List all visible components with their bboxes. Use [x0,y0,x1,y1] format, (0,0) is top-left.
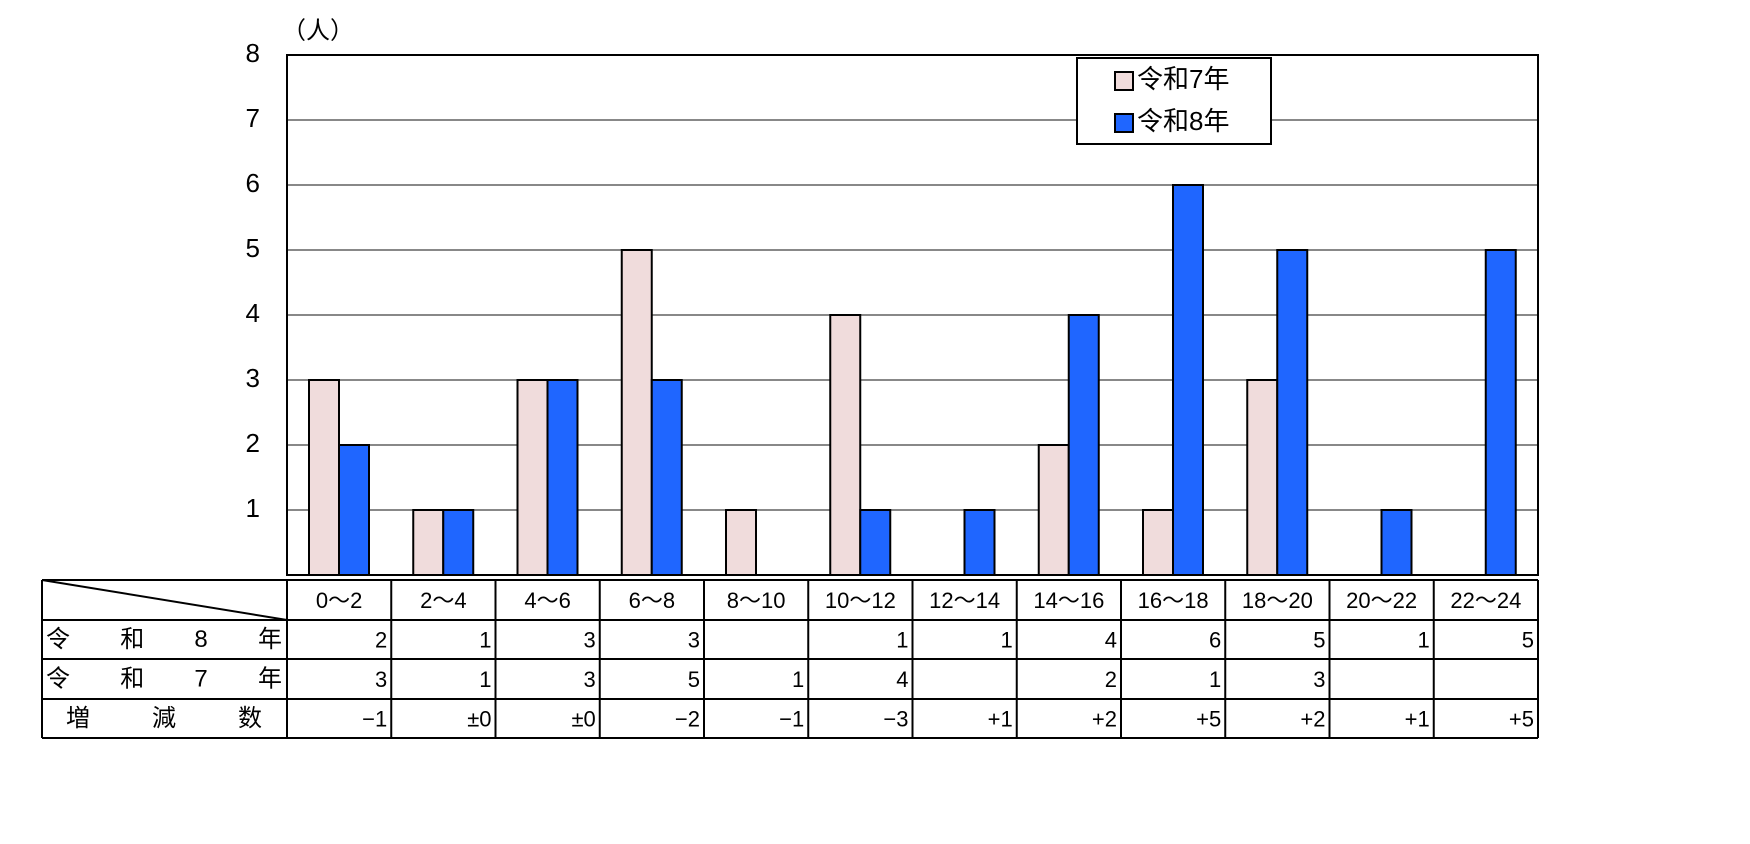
table-value: 3 [1313,667,1325,692]
row-label: 増減数 [66,705,262,732]
table-value: 2 [375,627,387,652]
y-tick-label: 2 [246,428,260,458]
x-tick-label: 22～24 [1450,588,1521,613]
y-tick-label: 7 [246,103,260,133]
table-value: 3 [584,627,596,652]
bar [1172,184,1204,576]
x-tick-label: 18～20 [1242,588,1313,613]
bar [829,314,862,576]
change-label: −3 [883,706,908,731]
bar [1067,314,1100,576]
bar [859,509,892,576]
y-tick-label: 3 [246,363,260,393]
change-label: +2 [1092,706,1117,731]
table-line [41,579,288,621]
table-value: 6 [1209,627,1221,652]
bar [1246,379,1279,576]
table-value: 1 [896,627,908,652]
x-tick-label: 10～12 [825,588,896,613]
table-value: 5 [1522,627,1534,652]
change-label: −1 [779,706,804,731]
legend-label: 令和8年 [1137,106,1229,136]
bar [650,379,683,576]
bar [546,379,579,576]
x-tick-label: 14～16 [1033,588,1104,613]
x-tick-label: 12～14 [929,588,1000,613]
bar [442,509,475,576]
table-value: 1 [479,667,491,692]
change-label: +5 [1509,706,1534,731]
x-tick-label: 0～2 [316,588,362,613]
x-tick-label: 4～6 [524,588,570,613]
bar [963,509,996,576]
x-tick-label: 8～10 [727,588,786,613]
x-tick-label: 6～8 [629,588,675,613]
x-tick-label: 2～4 [420,588,466,613]
bar [725,509,757,576]
table-value: 4 [1105,627,1117,652]
table-value: 1 [479,627,491,652]
change-label: +1 [988,706,1013,731]
bar [1276,249,1309,576]
table-value: 1 [1209,667,1221,692]
bar [1380,509,1413,576]
table-value: 3 [584,667,596,692]
change-label: −2 [675,706,700,731]
bar [620,249,653,576]
bar [1142,509,1174,576]
change-label: −1 [362,706,387,731]
bar [1037,444,1070,576]
bar [338,444,370,576]
bar [516,379,549,576]
y-tick-label: 4 [246,298,260,328]
plot-border [286,54,1539,576]
bar [1484,249,1517,576]
change-label: +2 [1300,706,1325,731]
table-value: 4 [896,667,908,692]
table-value: 5 [1313,627,1325,652]
table-value: 1 [1418,627,1430,652]
change-label: +1 [1405,706,1430,731]
row-label: 令和8年 [46,626,282,653]
table-value: 5 [688,667,700,692]
row-label: 令和7年 [46,665,282,692]
table-value: 2 [1105,667,1117,692]
y-tick-label: 1 [246,493,260,523]
legend-label: 令和7年 [1137,64,1229,94]
y-tick-label: 5 [246,233,260,263]
bar [308,379,340,576]
legend-box [1076,57,1272,145]
bar [412,509,445,576]
x-tick-label: 16～18 [1138,588,1209,613]
y-tick-label: 8 [246,38,260,68]
y-axis-label: （人） [282,17,354,44]
y-tick-label: 6 [246,168,260,198]
legend-swatch [1114,71,1134,91]
table-value: 3 [688,627,700,652]
legend-swatch [1114,113,1134,133]
table-value: 3 [375,667,387,692]
change-label: +5 [1196,706,1221,731]
x-tick-label: 20～22 [1346,588,1417,613]
table-value: 1 [792,667,804,692]
change-label: ±0 [571,706,595,731]
table-value: 1 [1001,627,1013,652]
change-label: ±0 [467,706,491,731]
